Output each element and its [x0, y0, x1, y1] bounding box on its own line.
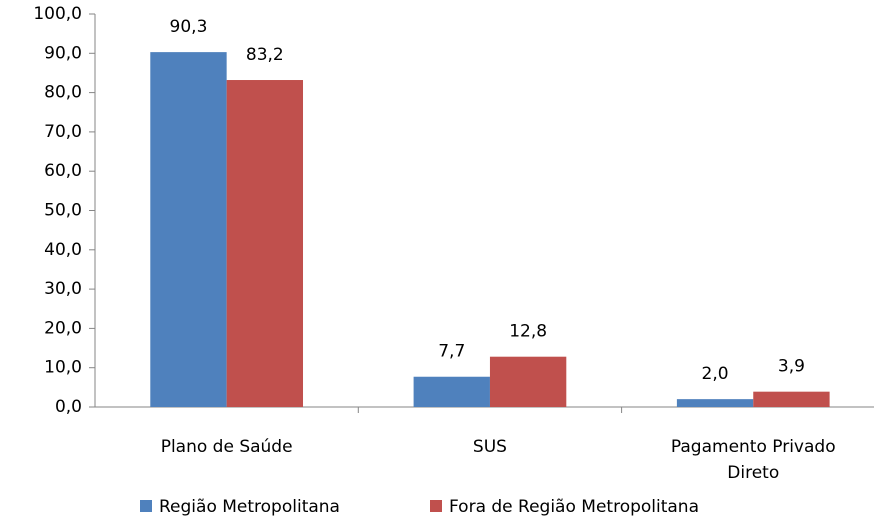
legend-swatch [430, 500, 442, 512]
bar [753, 391, 830, 407]
y-tick-label: 80,0 [44, 83, 82, 103]
legend-label: Região Metropolitana [159, 497, 340, 517]
y-tick-label: 70,0 [44, 122, 82, 142]
y-tick-label: 40,0 [44, 240, 82, 260]
data-label: 83,2 [246, 45, 284, 65]
legend-label: Fora de Região Metropolitana [449, 497, 699, 517]
bar [226, 80, 304, 408]
y-tick-label: 20,0 [44, 318, 82, 338]
y-tick-label: 60,0 [44, 161, 82, 181]
y-tick-label: 90,0 [44, 43, 82, 63]
data-label: 7,7 [438, 342, 465, 362]
y-tick-label: 50,0 [44, 201, 82, 221]
x-tick-label: Pagamento Privado Direto [670, 437, 836, 483]
y-tick-label: 100,0 [33, 4, 82, 24]
data-label: 12,8 [509, 322, 547, 342]
x-tick-label: SUS [472, 437, 507, 457]
data-label: 3,9 [778, 357, 805, 377]
bar [489, 356, 567, 407]
legend-swatch [140, 500, 152, 512]
data-label: 2,0 [702, 364, 729, 384]
y-tick-label: 0,0 [55, 397, 82, 417]
x-tick-label: Plano de Saúde [160, 437, 293, 457]
bar [150, 52, 227, 407]
y-tick-label: 10,0 [44, 358, 82, 378]
y-tick-label: 30,0 [44, 279, 82, 299]
bar [676, 399, 754, 407]
bar [413, 376, 490, 407]
data-label: 90,3 [170, 17, 208, 37]
